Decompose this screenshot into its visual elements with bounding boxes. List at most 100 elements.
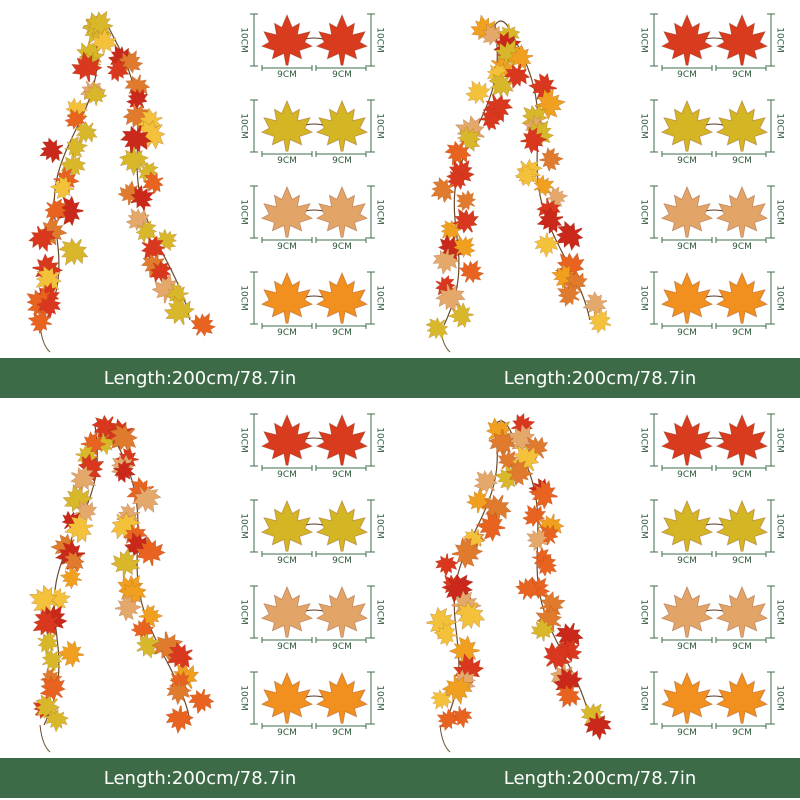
width-label: 9CM: [732, 642, 752, 652]
width-label: 9CM: [332, 156, 352, 166]
height-label: 10CM: [375, 599, 385, 625]
height-label: 10CM: [239, 599, 249, 625]
width-bracket: [661, 465, 767, 471]
height-label: 10CM: [775, 427, 785, 453]
height-bracket: [250, 99, 258, 153]
height-bracket: [767, 585, 775, 639]
vine: [109, 29, 191, 321]
height-bracket: [650, 185, 658, 239]
height-label: 10CM: [639, 27, 649, 53]
height-label: 10CM: [639, 685, 649, 711]
width-bracket: [661, 637, 767, 643]
height-label: 10CM: [775, 27, 785, 53]
height-bracket: [367, 185, 375, 239]
size-row: 10CM 10CM 9CM 9CM: [239, 271, 385, 338]
width-bracket: [661, 151, 767, 157]
width-label: 9CM: [677, 156, 697, 166]
panel: 10CM 10CM 9CM 9CM 10CM 10CM 9CM 9CM 10CM 10CM 9CM 9…: [400, 409, 800, 798]
height-label: 10CM: [239, 285, 249, 311]
width-label: 9CM: [677, 328, 697, 338]
width-label: 9CM: [277, 242, 297, 252]
height-bracket: [767, 671, 775, 725]
vine: [39, 724, 51, 753]
height-label: 10CM: [239, 427, 249, 453]
garland: [23, 408, 217, 753]
width-bracket: [261, 323, 367, 329]
width-label: 9CM: [332, 642, 352, 652]
height-bracket: [250, 185, 258, 239]
height-label: 10CM: [639, 285, 649, 311]
height-label: 10CM: [375, 199, 385, 225]
width-label: 9CM: [332, 70, 352, 80]
width-bracket: [261, 151, 367, 157]
banner-text: Length:200cm/78.7in: [504, 768, 697, 789]
height-bracket: [367, 671, 375, 725]
height-label: 10CM: [375, 113, 385, 139]
height-label: 10CM: [775, 113, 785, 139]
width-bracket: [261, 465, 367, 471]
panel: 10CM 10CM 9CM 9CM 10CM 10CM 9CM 9CM 10CM 10CM 9CM 9…: [0, 3, 400, 398]
height-label: 10CM: [775, 599, 785, 625]
height-bracket: [367, 13, 375, 67]
size-row: 10CM 10CM 9CM 9CM: [639, 185, 785, 252]
height-label: 10CM: [639, 113, 649, 139]
width-label: 9CM: [277, 556, 297, 566]
width-bracket: [661, 323, 767, 329]
width-label: 9CM: [677, 470, 697, 480]
size-row: 10CM 10CM 9CM 9CM: [239, 585, 385, 652]
height-bracket: [767, 13, 775, 67]
panel: 10CM 10CM 9CM 9CM 10CM 10CM 9CM 9CM 10CM 10CM 9CM 9…: [400, 11, 800, 398]
size-row: 10CM 10CM 9CM 9CM: [639, 413, 785, 480]
height-label: 10CM: [775, 199, 785, 225]
size-row: 10CM 10CM 9CM 9CM: [639, 271, 785, 338]
height-bracket: [367, 499, 375, 553]
height-bracket: [767, 499, 775, 553]
height-bracket: [650, 271, 658, 325]
height-bracket: [250, 499, 258, 553]
height-label: 10CM: [375, 27, 385, 53]
height-bracket: [650, 99, 658, 153]
height-bracket: [250, 585, 258, 639]
height-bracket: [650, 671, 658, 725]
width-label: 9CM: [677, 70, 697, 80]
width-bracket: [661, 551, 767, 557]
width-label: 9CM: [277, 642, 297, 652]
size-row: 10CM 10CM 9CM 9CM: [639, 499, 785, 566]
height-bracket: [367, 271, 375, 325]
width-label: 9CM: [332, 728, 352, 738]
height-bracket: [367, 99, 375, 153]
size-row: 10CM 10CM 9CM 9CM: [239, 671, 385, 738]
width-label: 9CM: [732, 156, 752, 166]
size-row: 10CM 10CM 9CM 9CM: [239, 499, 385, 566]
width-label: 9CM: [732, 70, 752, 80]
width-label: 9CM: [277, 470, 297, 480]
width-label: 9CM: [332, 328, 352, 338]
banner: [400, 358, 800, 398]
width-label: 9CM: [277, 328, 297, 338]
width-bracket: [261, 65, 367, 71]
size-row: 10CM 10CM 9CM 9CM: [239, 413, 385, 480]
height-label: 10CM: [639, 199, 649, 225]
width-bracket: [261, 723, 367, 729]
width-bracket: [661, 65, 767, 71]
width-label: 9CM: [332, 556, 352, 566]
banner: [0, 358, 400, 398]
width-label: 9CM: [332, 470, 352, 480]
width-bracket: [261, 237, 367, 243]
size-row: 10CM 10CM 9CM 9CM: [239, 99, 385, 166]
width-bracket: [261, 637, 367, 643]
height-bracket: [767, 271, 775, 325]
garland: [18, 3, 222, 353]
size-row: 10CM 10CM 9CM 9CM: [639, 671, 785, 738]
height-label: 10CM: [775, 513, 785, 539]
banner-text: Length:200cm/78.7in: [104, 768, 297, 789]
width-label: 9CM: [277, 70, 297, 80]
height-label: 10CM: [775, 285, 785, 311]
size-row: 10CM 10CM 9CM 9CM: [639, 13, 785, 80]
height-bracket: [650, 585, 658, 639]
height-label: 10CM: [375, 285, 385, 311]
height-bracket: [650, 413, 658, 467]
height-label: 10CM: [375, 427, 385, 453]
banner: [0, 758, 400, 798]
